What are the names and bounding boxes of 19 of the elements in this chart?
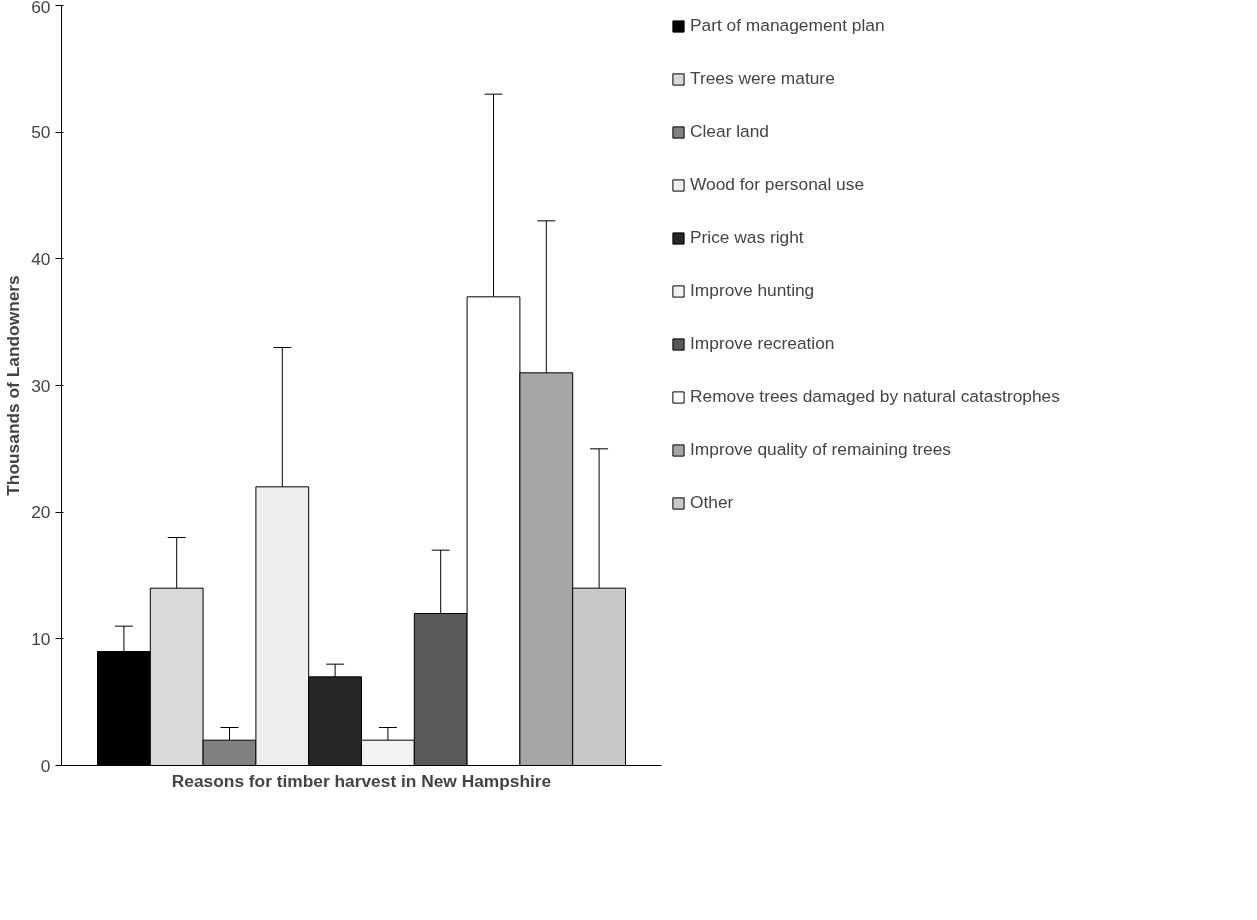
legend-label: Other xyxy=(690,492,734,513)
legend-label: Price was right xyxy=(690,227,804,248)
legend-label: Trees were mature xyxy=(690,68,835,89)
y-tick-label: 20 xyxy=(31,502,51,523)
y-tick-label: 60 xyxy=(31,0,51,17)
legend-label: Improve hunting xyxy=(690,280,815,301)
legend-label: Part of management plan xyxy=(690,15,885,36)
legend-label: Improve quality of remaining trees xyxy=(690,439,952,460)
x-axis-title: Reasons for timber harvest in New Hampshire xyxy=(171,770,552,791)
y-tick-label: 30 xyxy=(31,375,51,396)
legend-label: Wood for personal use xyxy=(690,174,865,195)
y-tick-label: 10 xyxy=(31,628,51,649)
legend-label: Remove trees damaged by natural catastrophes xyxy=(690,386,1060,407)
y-tick-label: 50 xyxy=(31,122,51,143)
legend-label: Clear land xyxy=(690,121,769,142)
y-axis-title: Thousands of Landowners xyxy=(3,275,24,496)
legend-label: Improve recreation xyxy=(690,333,835,354)
y-tick-label: 0 xyxy=(40,755,51,776)
y-tick-label: 40 xyxy=(31,248,51,269)
